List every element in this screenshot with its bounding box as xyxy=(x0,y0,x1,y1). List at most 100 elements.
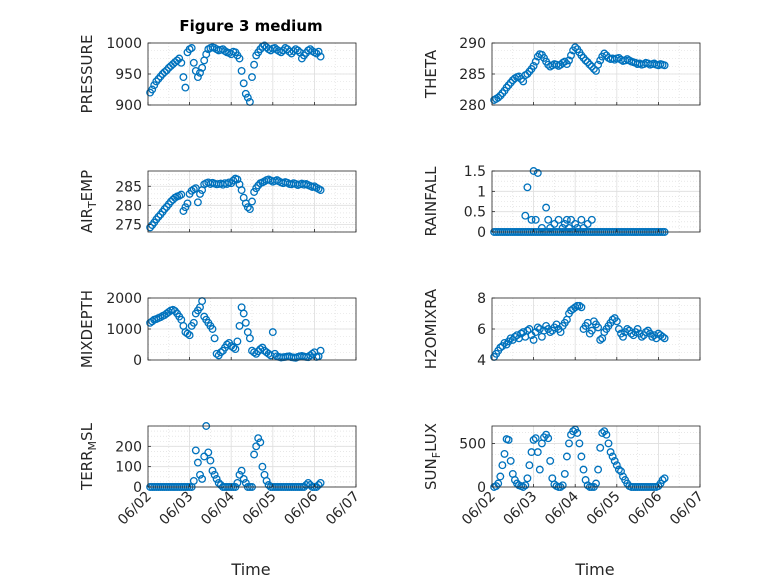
data-point xyxy=(544,434,553,443)
data-point xyxy=(196,470,204,479)
data-point xyxy=(277,48,286,57)
data-point xyxy=(560,219,569,228)
data-point xyxy=(510,332,519,341)
data-point xyxy=(658,476,667,484)
data-point xyxy=(241,318,250,327)
data-point xyxy=(596,56,605,65)
data-point xyxy=(181,203,190,212)
y-axis-label: H2OMIXRA xyxy=(422,288,440,369)
data-point xyxy=(587,326,596,335)
y-axis-label: AIRTEMP xyxy=(78,170,99,233)
data-point xyxy=(587,215,596,224)
data-point xyxy=(187,44,196,52)
data-point xyxy=(237,466,246,475)
data-point xyxy=(216,348,225,357)
y-tick-label: 2000 xyxy=(106,291,142,307)
data-point xyxy=(604,439,613,448)
data-point xyxy=(577,452,586,461)
data-point xyxy=(239,474,248,483)
data-point xyxy=(633,325,642,333)
data-point xyxy=(562,452,571,461)
data-point xyxy=(212,349,221,358)
data-point xyxy=(583,219,592,228)
data-point xyxy=(256,345,265,354)
data-point xyxy=(235,470,244,479)
data-point xyxy=(531,57,540,66)
data-point xyxy=(223,180,231,188)
data-point xyxy=(579,465,588,474)
data-point xyxy=(268,328,277,337)
y-tick-label: 0 xyxy=(133,353,142,369)
y-tick-label: 100 xyxy=(115,460,142,476)
data-point xyxy=(316,478,325,487)
data-point xyxy=(208,325,217,333)
data-point xyxy=(233,337,242,346)
y-axis-label: RAINFALL xyxy=(422,166,440,237)
data-point xyxy=(191,446,200,455)
data-point xyxy=(529,61,538,70)
subplot-2: 280 285 290 THETA xyxy=(422,36,701,114)
data-point xyxy=(598,429,607,437)
data-point xyxy=(496,343,505,352)
axes-box xyxy=(147,425,357,488)
data-point xyxy=(293,46,302,55)
data-point xyxy=(177,190,186,199)
data-point xyxy=(316,186,325,195)
data-point xyxy=(565,223,573,232)
data-point xyxy=(258,462,267,471)
data-point xyxy=(558,481,567,490)
data-point xyxy=(243,93,252,102)
data-point xyxy=(575,439,584,448)
y-tick-label: 500 xyxy=(459,436,486,452)
data-point xyxy=(554,215,563,224)
data-point xyxy=(243,203,252,212)
y-tick-label: 900 xyxy=(115,98,142,114)
data-point xyxy=(248,73,256,82)
data-point xyxy=(196,189,204,198)
data-point xyxy=(183,199,192,208)
y-tick-label: 8 xyxy=(477,291,486,307)
data-point xyxy=(579,223,588,232)
data-point xyxy=(614,325,623,333)
data-point xyxy=(254,434,263,443)
data-point xyxy=(179,207,188,215)
data-point xyxy=(535,465,544,474)
y-axis-label: PRESSURE xyxy=(78,35,96,114)
data-point xyxy=(189,318,198,327)
data-point xyxy=(229,343,238,352)
data-point xyxy=(314,481,323,489)
data-point xyxy=(596,443,605,452)
data-point xyxy=(173,56,182,65)
data-point xyxy=(210,334,219,343)
data-point xyxy=(660,474,669,483)
data-point xyxy=(537,223,546,232)
data-point xyxy=(581,56,590,65)
y-tick-label: 0 xyxy=(477,480,486,496)
x-axis-label-right: Time xyxy=(574,560,614,579)
data-point xyxy=(596,335,605,344)
data-point xyxy=(200,452,209,461)
data-point xyxy=(521,481,530,490)
axes-box xyxy=(147,170,357,233)
data-point xyxy=(177,58,186,67)
subplot-1: 900 950 1000 PRESSURE xyxy=(78,35,357,114)
subplot-4: 0 0.5 1 1.5 RAINFALL xyxy=(422,164,701,241)
data-point xyxy=(210,470,219,479)
y-axis-label: THETA xyxy=(422,49,440,99)
data-point xyxy=(154,212,163,221)
data-point xyxy=(637,332,646,341)
x-axis-label-left: Time xyxy=(230,560,270,579)
data-point xyxy=(533,448,542,457)
data-point xyxy=(235,321,244,330)
y-tick-label: 950 xyxy=(115,67,142,83)
y-tick-label: 1.5 xyxy=(464,164,486,180)
data-point xyxy=(533,323,542,332)
data-point xyxy=(237,186,246,195)
data-point xyxy=(577,215,586,224)
y-tick-label: 280 xyxy=(459,98,486,114)
y-tick-label: 280 xyxy=(115,198,142,214)
data-point xyxy=(496,472,505,481)
data-point xyxy=(316,52,325,61)
data-point xyxy=(214,478,223,487)
data-point xyxy=(287,49,296,58)
